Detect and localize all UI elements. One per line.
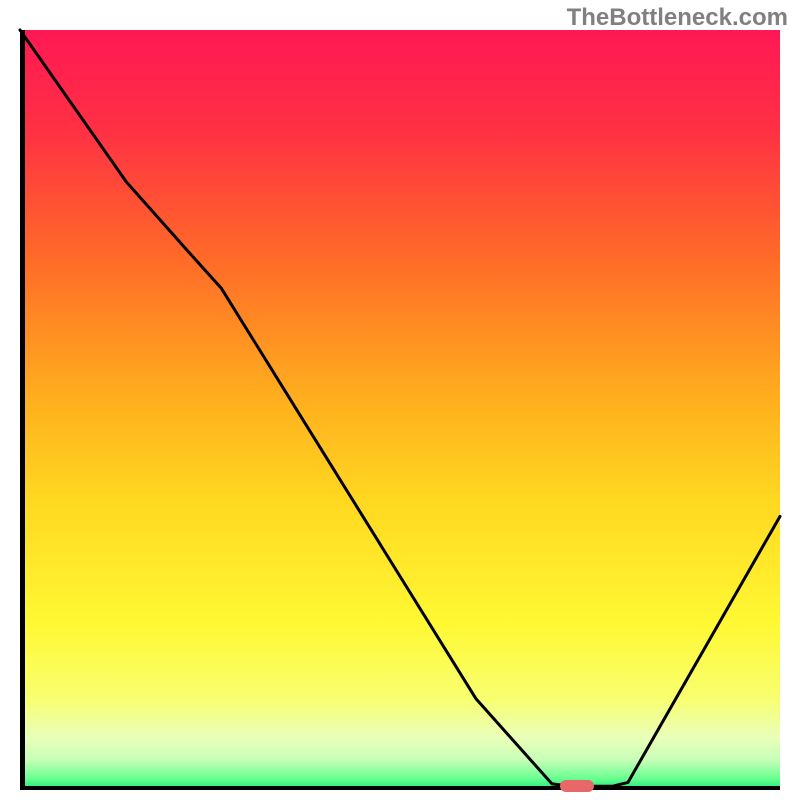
watermark-text: TheBottleneck.com [567, 4, 788, 32]
curve-path [20, 30, 780, 786]
plot-area [20, 30, 780, 790]
optimum-marker [560, 780, 594, 792]
chart-container: TheBottleneck.com [0, 0, 800, 800]
bottleneck-curve [20, 30, 780, 790]
